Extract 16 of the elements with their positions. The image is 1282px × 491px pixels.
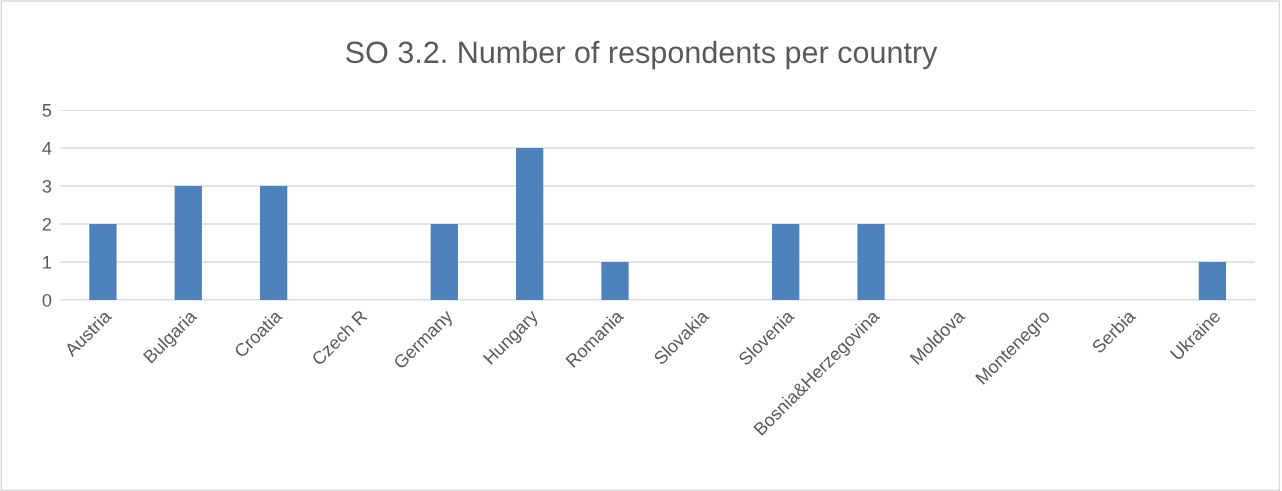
bar — [515, 147, 544, 300]
y-tick-label: 5 — [42, 104, 52, 117]
bar — [857, 223, 885, 300]
y-tick-label: 1 — [43, 256, 52, 269]
bar — [174, 185, 202, 300]
bar — [601, 262, 629, 300]
y-tick-label: 4 — [42, 142, 52, 155]
chart-title: SO 3.2. Number of respondents per country — [346, 40, 938, 70]
y-tick-label: 0 — [42, 293, 52, 307]
y-tick-label: 2 — [42, 217, 52, 231]
bar — [89, 223, 117, 300]
y-tick-label: 3 — [42, 179, 52, 193]
bar — [772, 223, 800, 300]
bar — [259, 185, 288, 300]
bar — [1198, 262, 1227, 300]
bar — [430, 223, 458, 300]
